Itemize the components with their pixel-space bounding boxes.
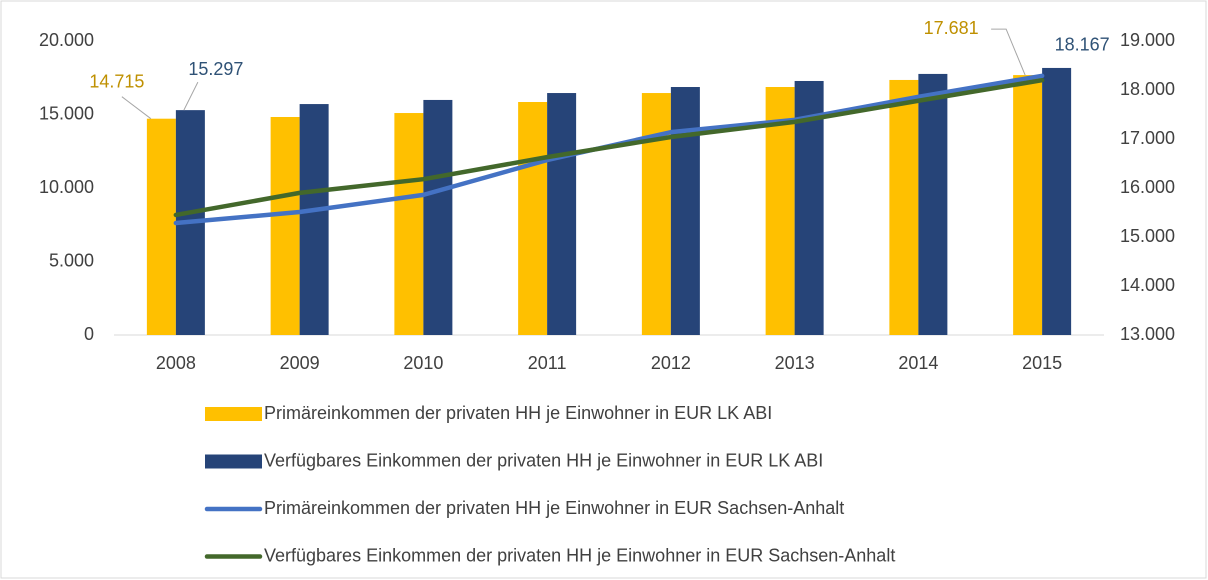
x-tick-label: 2011 (528, 353, 567, 373)
y-tick-label: 5.000 (49, 250, 94, 270)
leader-line (183, 81, 199, 111)
bar (889, 79, 919, 335)
legend-swatch (205, 407, 262, 421)
x-tick-label: 2015 (1022, 353, 1062, 373)
data-label: 15.297 (188, 59, 243, 79)
y-tick-label: 10.000 (39, 177, 94, 197)
x-tick-label: 2010 (403, 353, 443, 373)
x-tick-label: 2013 (775, 353, 815, 373)
bar (146, 118, 176, 335)
y2-tick-label: 18.000 (1120, 79, 1175, 99)
y2-tick-label: 17.000 (1120, 128, 1175, 148)
y-tick-label: 20.000 (39, 30, 94, 50)
y2-tick-label: 14.000 (1120, 275, 1175, 295)
bar (794, 80, 824, 335)
y2-tick-label: 13.000 (1120, 324, 1175, 344)
x-tick-label: 2012 (651, 353, 691, 373)
y-tick-label: 0 (84, 324, 94, 344)
leader-line (991, 28, 1026, 76)
bar (1013, 75, 1043, 336)
bar (1042, 67, 1072, 335)
bar (518, 102, 548, 335)
data-label: 17.681 (924, 18, 979, 38)
bar (394, 113, 424, 335)
bar (670, 87, 700, 335)
legend-swatch (205, 454, 262, 469)
legend-label: Primäreinkommen der privaten HH je Einwo… (264, 403, 772, 423)
y-tick-label: 15.000 (39, 103, 94, 123)
legend-label: Verfügbares Einkommen der privaten HH je… (264, 545, 895, 565)
x-tick-label: 2008 (156, 353, 196, 373)
y2-tick-label: 15.000 (1120, 226, 1175, 246)
data-label: 18.167 (1055, 35, 1110, 55)
bar (765, 87, 795, 335)
data-label: 14.715 (89, 71, 144, 91)
bar (641, 93, 671, 336)
line-series (173, 77, 1045, 218)
bar (299, 104, 329, 335)
bar (547, 93, 577, 336)
bar (918, 73, 948, 335)
legend-label: Primäreinkommen der privaten HH je Einwo… (264, 498, 844, 518)
bar (423, 99, 453, 336)
leader-line (121, 96, 152, 120)
x-tick-label: 2014 (898, 353, 938, 373)
y2-tick-label: 16.000 (1120, 177, 1175, 197)
legend-label: Verfügbares Einkommen der privaten HH je… (264, 450, 823, 470)
bar (270, 116, 300, 336)
y2-tick-label: 19.000 (1120, 30, 1175, 50)
x-tick-label: 2009 (280, 353, 320, 373)
